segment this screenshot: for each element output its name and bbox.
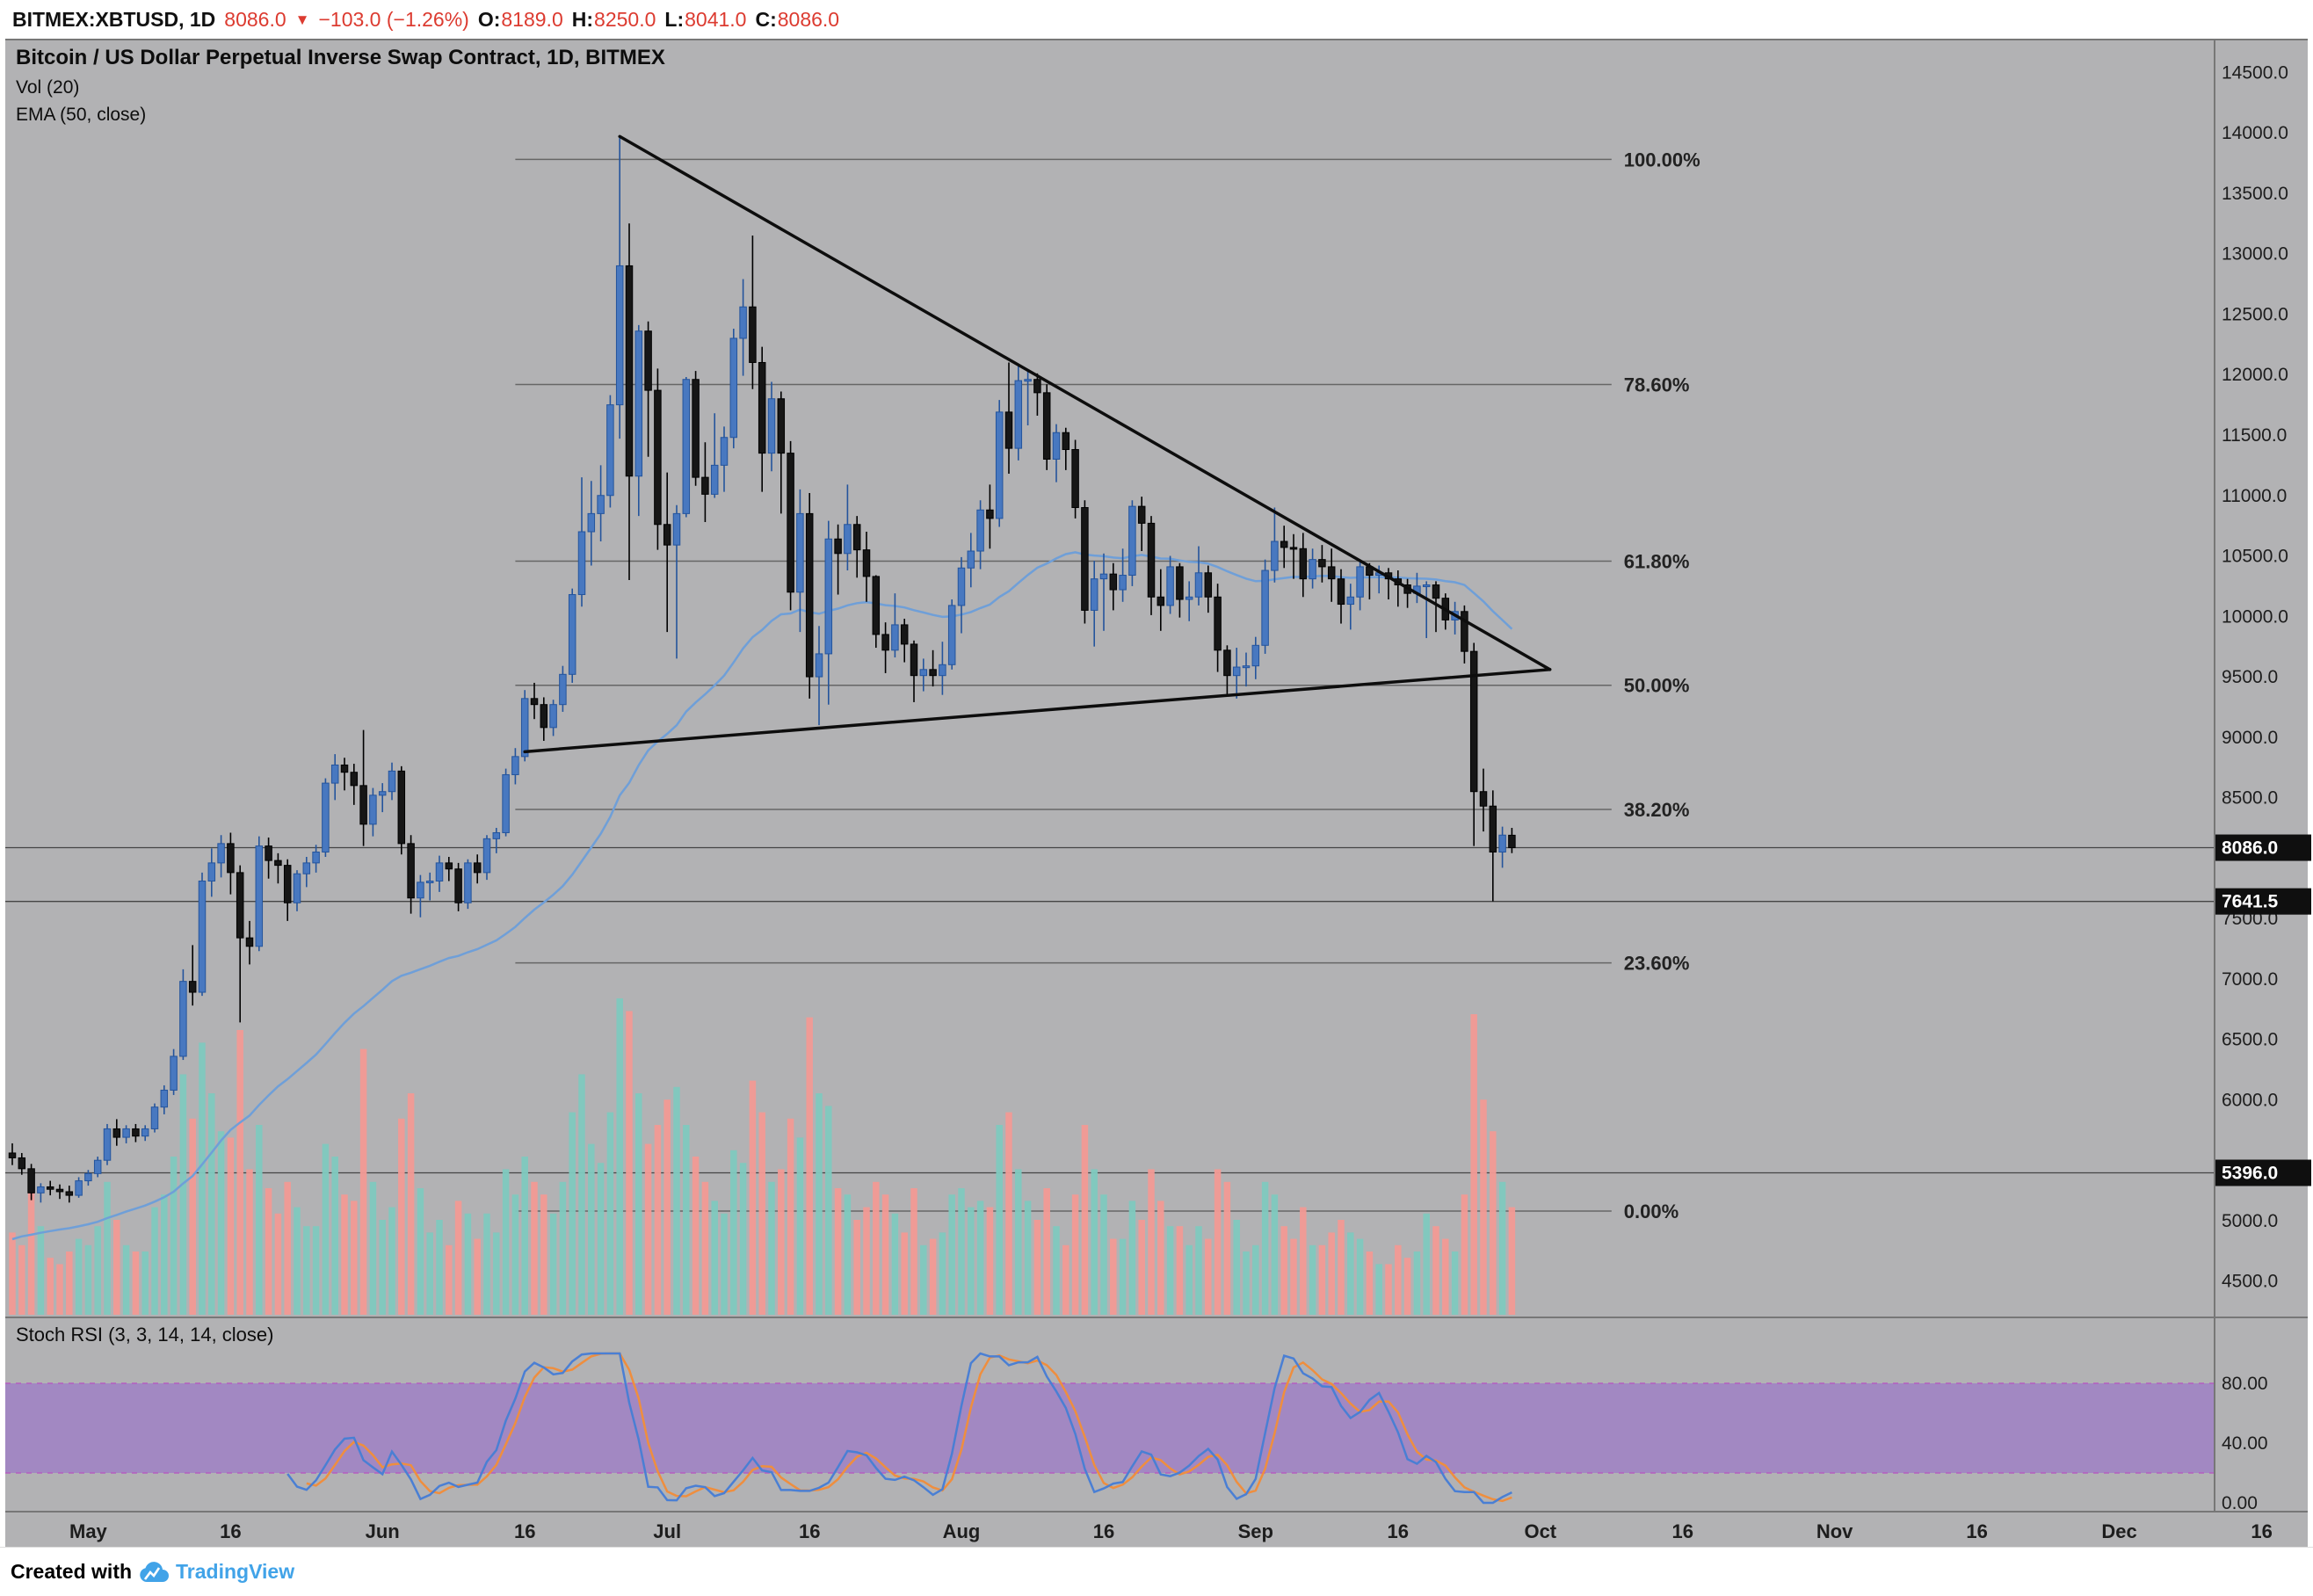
svg-text:16: 16 — [1093, 1520, 1114, 1542]
svg-text:Jul: Jul — [653, 1520, 681, 1542]
svg-text:4500.0: 4500.0 — [2222, 1272, 2278, 1292]
down-arrow-icon: ▼ — [294, 11, 310, 28]
svg-text:8086.0: 8086.0 — [2222, 838, 2278, 859]
svg-text:Jun: Jun — [366, 1520, 400, 1542]
tradingview-logo-icon[interactable] — [139, 1561, 170, 1584]
low-label: L: — [664, 7, 685, 31]
close-label: C: — [755, 7, 777, 31]
svg-text:23.60%: 23.60% — [1624, 953, 1690, 975]
svg-text:9500.0: 9500.0 — [2222, 667, 2278, 687]
svg-text:14500.0: 14500.0 — [2222, 62, 2288, 83]
svg-text:16: 16 — [1672, 1520, 1693, 1542]
svg-text:6500.0: 6500.0 — [2222, 1030, 2278, 1050]
stoch-rsi-indicator-label[interactable]: Stoch RSI (3, 3, 14, 14, close) — [16, 1324, 274, 1346]
svg-text:13000.0: 13000.0 — [2222, 244, 2288, 265]
tradingview-brand-link[interactable]: TradingView — [176, 1560, 295, 1583]
ohlc-low: L: 8041.0 — [664, 8, 746, 32]
ohlc-close: C: 8086.0 — [755, 8, 839, 32]
ohlc-open: O: 8189.0 — [478, 8, 563, 32]
svg-text:Nov: Nov — [1816, 1520, 1853, 1542]
svg-text:50.00%: 50.00% — [1624, 675, 1690, 697]
svg-text:12500.0: 12500.0 — [2222, 304, 2288, 324]
close-value: 8086.0 — [777, 7, 840, 31]
svg-text:0.00%: 0.00% — [1624, 1201, 1679, 1222]
open-value: 8189.0 — [501, 7, 563, 31]
svg-text:16: 16 — [2251, 1520, 2272, 1542]
svg-text:5396.0: 5396.0 — [2222, 1164, 2278, 1184]
svg-text:38.20%: 38.20% — [1624, 799, 1690, 821]
svg-text:Aug: Aug — [943, 1520, 981, 1542]
open-label: O: — [477, 7, 501, 31]
high-value: 8250.0 — [594, 7, 656, 31]
svg-text:16: 16 — [514, 1520, 535, 1542]
svg-text:Oct: Oct — [1524, 1520, 1556, 1542]
svg-text:5000.0: 5000.0 — [2222, 1211, 2278, 1231]
svg-text:12000.0: 12000.0 — [2222, 365, 2288, 385]
svg-text:7641.5: 7641.5 — [2222, 892, 2279, 912]
svg-text:78.60%: 78.60% — [1624, 374, 1690, 396]
price-chart-canvas[interactable]: 100.00% 78.60% 61.80% 50.00% 38.20% 23.60% 0.0… — [0, 39, 2313, 1547]
svg-text:Sep: Sep — [1238, 1520, 1273, 1542]
svg-text:May: May — [69, 1520, 108, 1542]
svg-text:6000.0: 6000.0 — [2222, 1090, 2278, 1110]
svg-text:13500.0: 13500.0 — [2222, 184, 2288, 204]
chart-area: 100.00% 78.60% 61.80% 50.00% 38.20% 23.60% 0.0… — [0, 39, 2313, 1547]
svg-text:7000.0: 7000.0 — [2222, 969, 2278, 990]
svg-text:40.00: 40.00 — [2222, 1433, 2268, 1454]
price-change: −103.0 (−1.26%) — [318, 7, 469, 31]
svg-text:10000.0: 10000.0 — [2222, 606, 2288, 627]
svg-text:80.00: 80.00 — [2222, 1374, 2268, 1394]
svg-text:8500.0: 8500.0 — [2222, 788, 2278, 809]
svg-text:100.00%: 100.00% — [1624, 149, 1700, 170]
svg-text:16: 16 — [1388, 1520, 1409, 1542]
symbol-title[interactable]: BITMEX:XBTUSD, 1D — [12, 7, 216, 31]
svg-text:61.80%: 61.80% — [1624, 550, 1690, 572]
svg-text:16: 16 — [799, 1520, 820, 1542]
created-with-text: Created with — [11, 1560, 133, 1583]
low-value: 8041.0 — [685, 7, 747, 31]
high-label: H: — [571, 7, 594, 31]
svg-text:14000.0: 14000.0 — [2222, 123, 2288, 143]
svg-text:9000.0: 9000.0 — [2222, 728, 2278, 748]
svg-text:11500.0: 11500.0 — [2222, 425, 2287, 446]
symbol-info-bar: BITMEX:XBTUSD, 1D 8086.0 ▼ −103.0 (−1.26… — [0, 0, 2313, 39]
svg-text:0.00: 0.00 — [2222, 1493, 2258, 1513]
svg-text:16: 16 — [1966, 1520, 1987, 1542]
svg-text:10500.0: 10500.0 — [2222, 547, 2288, 567]
svg-text:16: 16 — [220, 1520, 241, 1542]
ohlc-high: H: 8250.0 — [572, 8, 656, 32]
svg-text:Dec: Dec — [2101, 1520, 2136, 1542]
svg-text:11000.0: 11000.0 — [2222, 486, 2287, 506]
attribution-bar: Created with TradingView — [0, 1547, 2313, 1596]
last-price: 8086.0 — [224, 7, 286, 31]
